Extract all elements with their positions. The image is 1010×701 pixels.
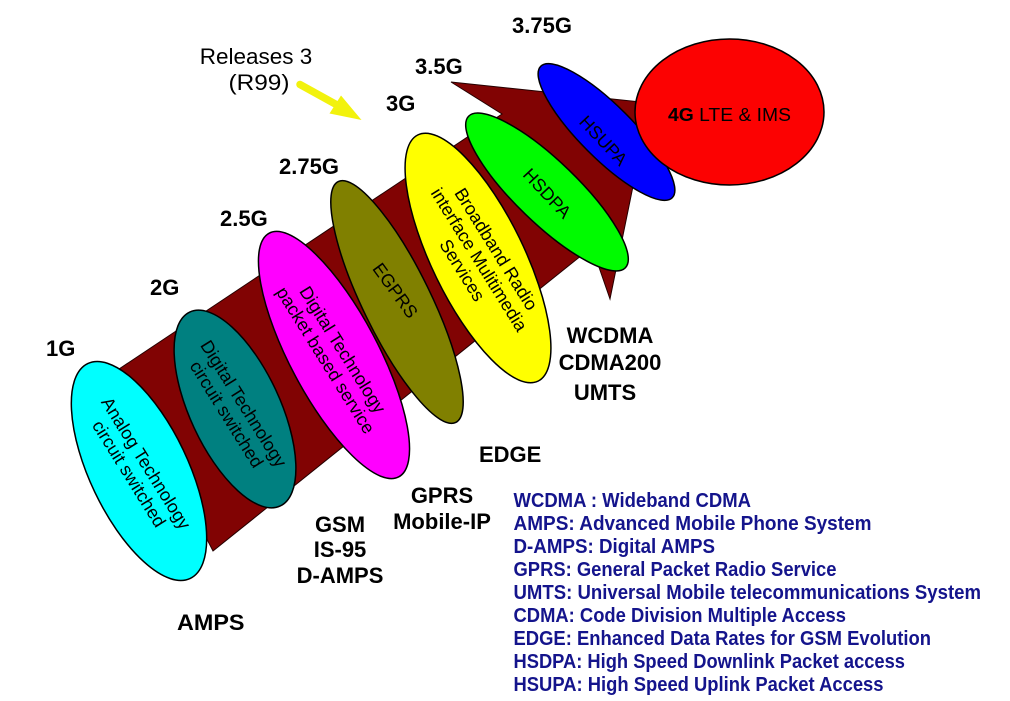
svg-text:2G: 2G	[150, 275, 179, 300]
svg-text:IS-95: IS-95	[314, 537, 367, 562]
svg-text:3.75G: 3.75G	[512, 13, 572, 38]
svg-text:2.5G: 2.5G	[220, 206, 268, 231]
svg-text:EDGE: EDGE	[479, 442, 541, 467]
svg-text:HSUPA: High Speed Uplink Packe: HSUPA: High Speed Uplink Packet Access	[514, 674, 884, 696]
svg-text:2.75G: 2.75G	[279, 154, 339, 179]
svg-text:AMPS: AMPS	[177, 610, 245, 635]
svg-text:EDGE: Enhanced Data Rates for: EDGE: Enhanced Data Rates for GSM Evolut…	[514, 628, 932, 650]
svg-text:GPRS: GPRS	[411, 483, 473, 508]
svg-text:Releases 3: Releases 3	[200, 44, 313, 69]
svg-text:GSM: GSM	[315, 512, 365, 537]
svg-text:3G: 3G	[386, 91, 415, 116]
svg-text:UMTS: Universal Mobile telecom: UMTS: Universal Mobile telecommunication…	[514, 582, 982, 604]
svg-text:CDMA200: CDMA200	[559, 350, 662, 375]
svg-text:D-AMPS: Digital AMPS: D-AMPS: Digital AMPS	[514, 536, 716, 558]
svg-text:GPRS: General Packet Radio Ser: GPRS: General Packet Radio Service	[514, 559, 837, 581]
svg-text:(R99): (R99)	[229, 70, 290, 95]
svg-text:AMPS: Advanced Mobile Phone Sy: AMPS: Advanced Mobile Phone System	[514, 513, 872, 535]
svg-text:CDMA: Code Division Multiple A: CDMA: Code Division Multiple Access	[514, 605, 847, 627]
svg-text:HSDPA: High Speed Downlink Pac: HSDPA: High Speed Downlink Packet access	[514, 651, 906, 673]
svg-text:UMTS: UMTS	[574, 380, 636, 405]
svg-text:WCDMA: WCDMA	[567, 323, 654, 348]
svg-text:D-AMPS: D-AMPS	[297, 563, 384, 588]
svg-text:3.5G: 3.5G	[415, 54, 463, 79]
svg-text:1G: 1G	[46, 336, 75, 361]
svg-text:WCDMA : Wideband CDMA: WCDMA : Wideband CDMA	[514, 490, 752, 512]
svg-text:Mobile-IP: Mobile-IP	[393, 509, 491, 534]
svg-text:4G LTE & IMS: 4G LTE & IMS	[668, 105, 791, 125]
